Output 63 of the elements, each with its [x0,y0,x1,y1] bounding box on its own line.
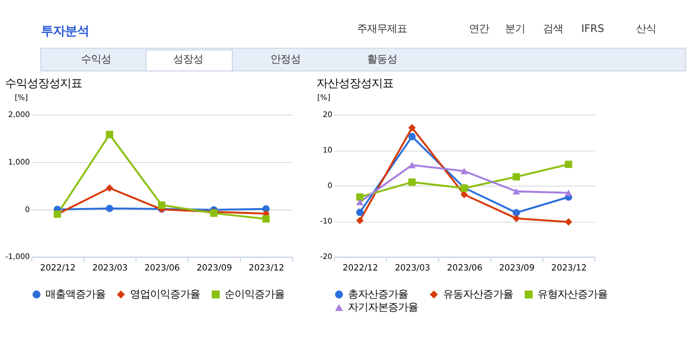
point [460,190,468,198]
y-axis-title: [%] [14,92,28,102]
y-axis-title: [%] [317,92,330,102]
x-tick-label: 2023/09 [499,264,535,274]
text: 산식 [636,23,656,36]
text: 성장성 [172,53,203,66]
point [356,208,364,216]
point [564,160,572,168]
y-tick-label: 20 [322,110,333,119]
x-tick-label: 2023/03 [394,264,430,274]
text: 안정성 [270,53,300,66]
point [356,193,364,201]
x-tick-label: 2023/12 [551,264,587,274]
x-tick-label: 2023/06 [446,264,482,274]
text: IFRS [581,23,605,36]
x-tick-label: 2023/12 [248,264,284,274]
point [512,188,520,195]
y-tick-label: -20 [320,252,333,262]
x-tick-label: 2022/12 [342,264,378,274]
x-tick-label: 2023/06 [144,264,180,274]
text: 연간 [468,23,489,36]
text: 활동성 [367,53,398,66]
legend-label: 자기자본증가율 [348,301,418,314]
point [106,184,114,192]
y-tick-label: 0 [25,204,30,214]
point [564,190,572,196]
point [408,178,416,186]
text: 주재무제표 [357,23,408,36]
legend-label: 매출액증가율 [46,288,106,300]
y-tick-label: 2,000 [8,110,30,119]
point [460,168,468,174]
y-tick-label: 1,000 [8,157,30,166]
legend-label: 총자산증가율 [348,288,408,300]
point [512,209,520,216]
point [564,218,572,226]
text: 투자분석 [40,24,89,38]
x-tick-label: 2023/03 [92,264,128,274]
x-tick-label: 2023/09 [196,264,232,274]
text: 분기 [504,23,525,36]
chart-title: 자산성장성지표 [316,76,394,90]
legend-label: 유동자산증가율 [442,288,513,300]
point [106,130,114,138]
point [356,216,364,224]
point [356,198,364,206]
text: 수익성 [80,53,111,66]
chart-title: 수익성장성지표 [4,76,82,90]
y-tick-label: 0 [328,181,333,190]
y-tick-label: 10 [322,145,333,154]
y-tick-label: -10 [320,216,333,226]
point [408,124,416,132]
point [408,132,416,140]
legend-label: 순이익증가율 [224,288,285,300]
point [262,215,270,223]
point [158,201,166,209]
legend-label: 유형자산증가율 [538,288,608,300]
point [512,173,520,180]
x-tick-label: 2022/12 [40,264,76,274]
point [408,162,416,168]
point [106,204,114,212]
text: 검색 [542,23,563,36]
y-tick-label: -1,000 [5,252,30,262]
point [512,214,520,222]
legend-label: 영업이익증가율 [130,288,200,300]
